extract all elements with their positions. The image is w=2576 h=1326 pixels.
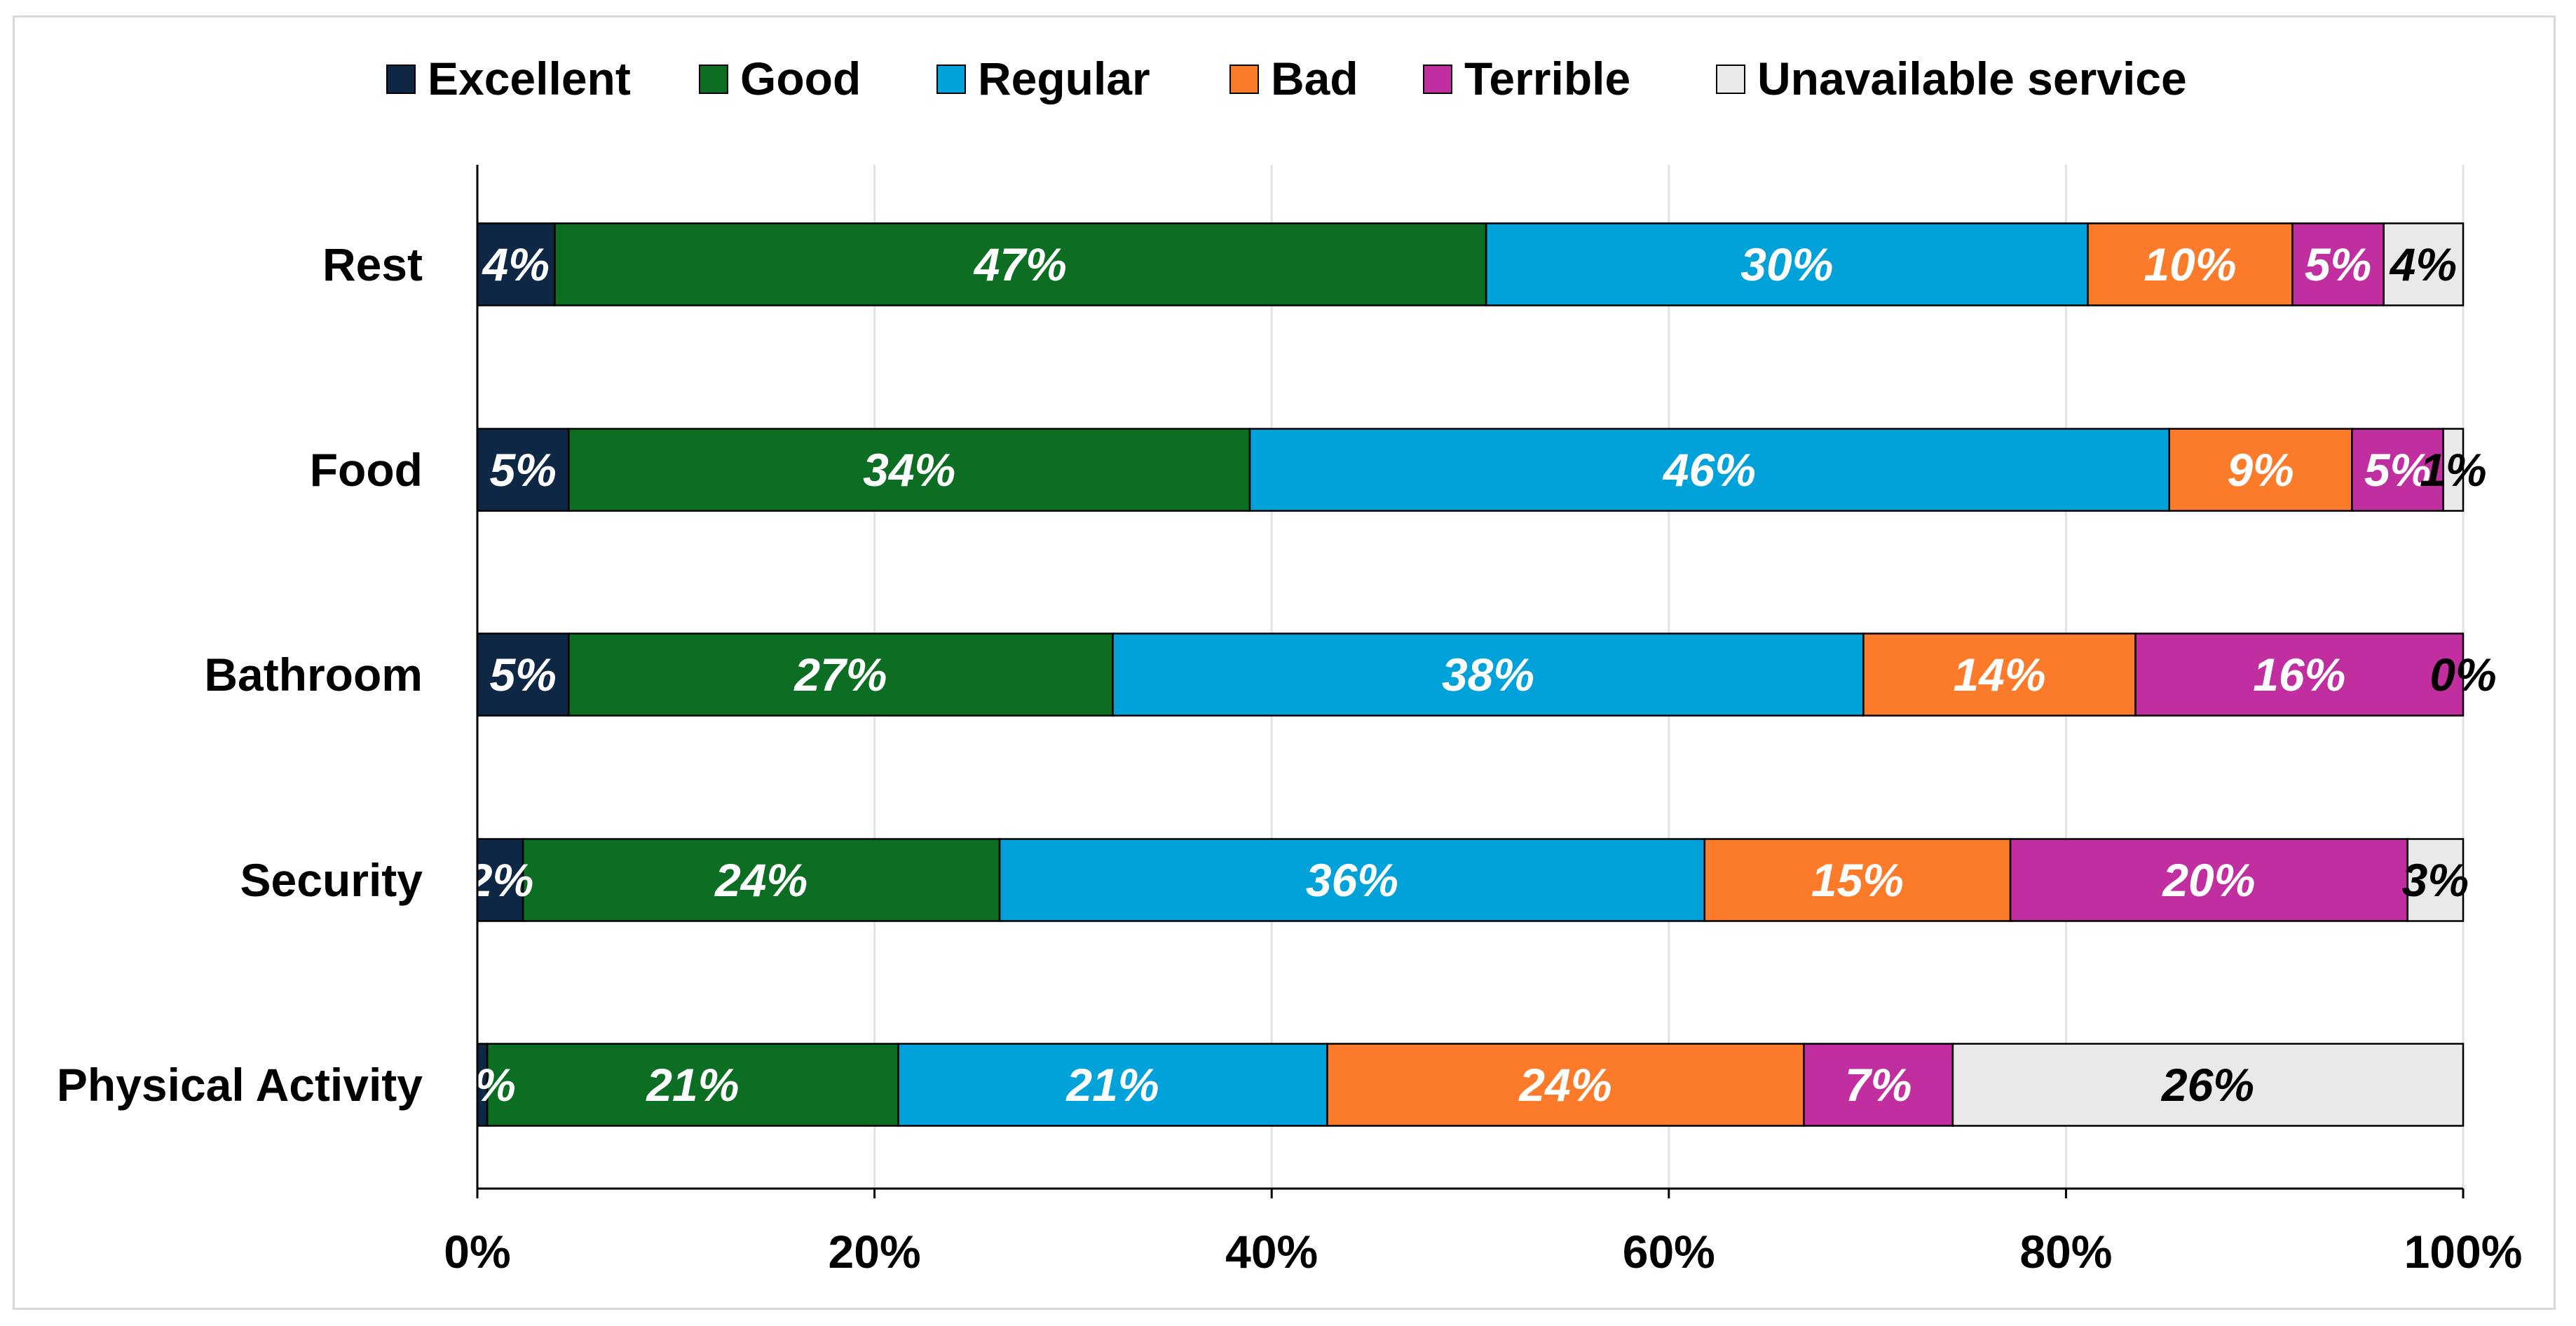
bar-food-terrible [2351,428,2444,512]
data-label-bathroom-bad: 14% [1953,649,2045,701]
legend-label-bad: Bad [1271,53,1358,104]
data-label-bathroom-excellent: 5% [489,649,556,701]
data-label-physical-activity-good: 21% [645,1059,739,1111]
data-label-food-terrible: 5% [2364,444,2431,496]
bar-rest-unavailable-service [2383,222,2465,306]
data-label-food-good: 34% [863,444,955,496]
bar-security-excellent [476,838,524,922]
data-label-physical-activity-regular: 21% [1065,1059,1159,1111]
bar-rest-regular [1485,222,2089,306]
data-label-food-excellent: 5% [489,444,556,496]
data-label-bathroom-unavailable-service: 0% [2430,649,2496,701]
bar-physical-activity-regular [897,1043,1328,1127]
data-label-physical-activity-excellent: 1% [449,1059,515,1111]
segment-labels: 4% 47% 30% 10% 5% 4%5% 34% 46% 9% 5%1%5% 27% 38% 14%… [449,238,2496,1111]
stacked-bar-chart: 4% 47% 30% 10% 5% 4%5% 34% 46% 9% 5%1%5% 27% 38% 14%… [57,53,2523,1278]
legend-swatch-bad [1229,65,1259,94]
category-label-physical-activity: Physical Activity [57,1059,423,1111]
bar-physical-activity-good [486,1043,899,1127]
legend-label-unavailable-service: Unavailable service [1757,53,2187,104]
data-label-physical-activity-bad: 24% [1518,1059,1611,1111]
x-axis: 0% 20% 40% 60% 80% 100% [444,165,2522,1278]
bars [476,222,2465,1127]
data-label-rest-regular: 30% [1740,238,1833,290]
legend-swatch-excellent [386,65,416,94]
bar-bathroom-regular [1112,632,1865,717]
data-label-food-bad: 9% [2227,444,2294,496]
bar-security-regular [998,838,1706,922]
data-label-bathroom-regular: 38% [1442,649,1534,701]
legend-swatch-regular [936,65,966,94]
data-label-food-regular: 46% [1662,444,1756,496]
tick-label-100: 100% [2404,1226,2523,1278]
data-label-rest-excellent: 4% [482,238,550,290]
legend-swatch-good [699,65,728,94]
bar-food-unavailable-service [2442,428,2465,512]
bar-rest-terrible [2291,222,2385,306]
tick-label-60: 60% [1623,1226,1715,1278]
legend-label-excellent: Excellent [428,53,631,104]
data-label-food-unavailable-service: 1% [2420,444,2486,496]
bar-security-unavailable-service [2406,838,2465,922]
bar-food-regular [1248,428,2170,512]
bar-rest-excellent [476,222,556,306]
data-label-rest-bad: 10% [2144,238,2236,290]
data-label-physical-activity-unavailable-service: 26% [2160,1059,2254,1111]
tick-label-0: 0% [444,1226,510,1278]
bar-food-excellent [476,428,570,512]
bar-physical-activity-terrible [1803,1043,1954,1127]
legend-label-good: Good [740,53,861,104]
legend-label-terrible: Terrible [1464,53,1630,104]
data-label-security-bad: 15% [1811,854,1904,906]
tick-label-40: 40% [1225,1226,1318,1278]
data-label-security-unavailable-service: 3% [2402,854,2469,906]
bar-bathroom-bad [1862,632,2137,717]
data-label-rest-unavailable-service: 4% [2389,238,2457,290]
legend-swatch-unavailable-service [1716,65,1745,94]
bar-security-bad [1703,838,2012,922]
data-label-security-excellent: 2% [465,854,533,906]
bar-bathroom-terrible [2134,632,2465,717]
chart-frame: 4% 47% 30% 10% 5% 4% 5% 34% 46% 9% 5% 1% 5% 27% 38% 14%… [13,15,2556,1310]
data-label-security-terrible: 20% [2161,854,2255,906]
legend-label-regular: Regular [978,53,1150,104]
tick-label-20: 20% [829,1226,921,1278]
category-label-rest: Rest [322,238,423,290]
data-label-physical-activity-terrible: 7% [1845,1059,1911,1111]
bar-rest-good [554,222,1487,306]
category-label-food: Food [310,444,423,496]
data-label-rest-good: 47% [973,238,1067,290]
data-label-security-regular: 36% [1306,854,1398,906]
legend-swatch-terrible [1423,65,1452,94]
data-label-security-good: 24% [714,854,807,906]
data-label-bathroom-terrible: 16% [2253,649,2345,701]
tick-label-80: 80% [2019,1226,2112,1278]
bar-physical-activity-bad [1326,1043,1805,1127]
bar-bathroom-good [568,632,1114,717]
data-label-rest-terrible: 5% [2305,238,2371,290]
bar-physical-activity-unavailable-service [1951,1043,2465,1127]
bar-security-good [522,838,1001,922]
category-label-bathroom: Bathroom [204,649,423,701]
bar-security-terrible [2009,838,2408,922]
category-label-security: Security [240,854,423,906]
data-label-bathroom-good: 27% [793,649,887,701]
legend: Excellent Good Regular Bad Terrible Unavailab… [386,53,2187,104]
category-axis: Rest Food Bathroom Security Physical Activit… [57,238,423,1111]
bar-rest-bad [2087,222,2294,306]
